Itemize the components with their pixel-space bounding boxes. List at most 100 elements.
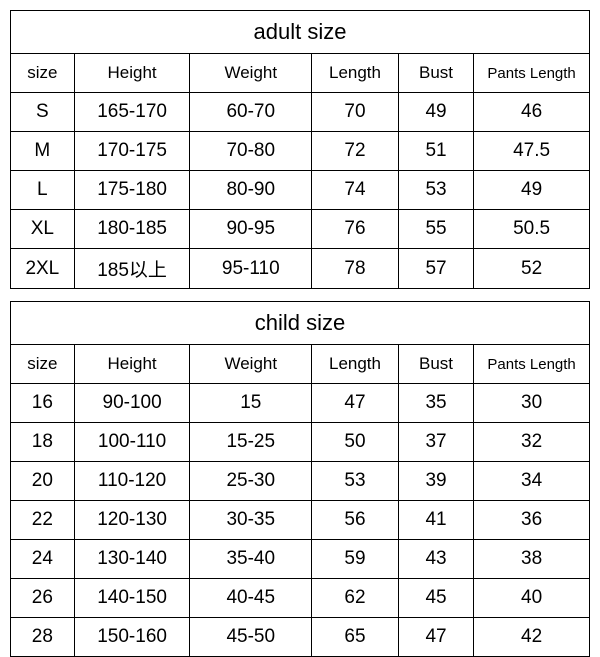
table-row: 20110-12025-30533934 xyxy=(11,462,590,501)
table-row: 2XL185以上95-110785752 xyxy=(11,249,590,289)
table-row: 28150-16045-50654742 xyxy=(11,618,590,657)
child-size-table: child size size Height Weight Length Bus… xyxy=(10,301,590,657)
adult-rows: S165-17060-70704946M170-17570-80725147.5… xyxy=(11,93,590,289)
table-cell: 100-110 xyxy=(74,423,190,462)
table-cell: 110-120 xyxy=(74,462,190,501)
col-header-weight: Weight xyxy=(190,345,312,384)
col-header-size: size xyxy=(11,345,75,384)
table-cell: 22 xyxy=(11,501,75,540)
table-cell: 2XL xyxy=(11,249,75,289)
table-row: 18100-11015-25503732 xyxy=(11,423,590,462)
table-cell: 90-95 xyxy=(190,210,312,249)
child-rows: 1690-1001547353018100-11015-255037322011… xyxy=(11,384,590,657)
table-row: 26140-15040-45624540 xyxy=(11,579,590,618)
table-cell: 15-25 xyxy=(190,423,312,462)
table-cell: 59 xyxy=(312,540,399,579)
table-cell: 70 xyxy=(312,93,399,132)
table-cell: 50 xyxy=(312,423,399,462)
table-cell: 90-100 xyxy=(74,384,190,423)
table-cell: 16 xyxy=(11,384,75,423)
adult-header-row: size Height Weight Length Bust Pants Len… xyxy=(11,54,590,93)
table-cell: 175-180 xyxy=(74,171,190,210)
col-header-pants: Pants Length xyxy=(474,345,590,384)
table-cell: 76 xyxy=(312,210,399,249)
table-cell: 32 xyxy=(474,423,590,462)
table-cell: L xyxy=(11,171,75,210)
table-row: 24130-14035-40594338 xyxy=(11,540,590,579)
table-cell: 20 xyxy=(11,462,75,501)
table-cell: 42 xyxy=(474,618,590,657)
table-cell: 40 xyxy=(474,579,590,618)
col-header-weight: Weight xyxy=(190,54,312,93)
table-cell: 39 xyxy=(398,462,473,501)
table-cell: 41 xyxy=(398,501,473,540)
table-cell: 35 xyxy=(398,384,473,423)
table-row: 1690-10015473530 xyxy=(11,384,590,423)
table-cell: 47.5 xyxy=(474,132,590,171)
table-cell: 25-30 xyxy=(190,462,312,501)
col-header-size: size xyxy=(11,54,75,93)
table-cell: 74 xyxy=(312,171,399,210)
table-row: S165-17060-70704946 xyxy=(11,93,590,132)
table-cell: M xyxy=(11,132,75,171)
child-header-row: size Height Weight Length Bust Pants Len… xyxy=(11,345,590,384)
table-cell: 56 xyxy=(312,501,399,540)
table-cell: 60-70 xyxy=(190,93,312,132)
table-cell: 37 xyxy=(398,423,473,462)
table-cell: 18 xyxy=(11,423,75,462)
table-row: 22120-13030-35564136 xyxy=(11,501,590,540)
col-header-bust: Bust xyxy=(398,345,473,384)
table-cell: 38 xyxy=(474,540,590,579)
table-cell: 62 xyxy=(312,579,399,618)
table-row: M170-17570-80725147.5 xyxy=(11,132,590,171)
table-cell: 180-185 xyxy=(74,210,190,249)
table-cell: 65 xyxy=(312,618,399,657)
table-cell: 150-160 xyxy=(74,618,190,657)
table-cell: 52 xyxy=(474,249,590,289)
table-cell: 165-170 xyxy=(74,93,190,132)
col-header-pants: Pants Length xyxy=(474,54,590,93)
child-table-title: child size xyxy=(11,302,590,345)
table-cell: 185以上 xyxy=(74,249,190,289)
table-cell: 15 xyxy=(190,384,312,423)
table-cell: 53 xyxy=(312,462,399,501)
table-cell: 130-140 xyxy=(74,540,190,579)
table-cell: 50.5 xyxy=(474,210,590,249)
table-row: XL180-18590-95765550.5 xyxy=(11,210,590,249)
col-header-length: Length xyxy=(312,54,399,93)
table-cell: 36 xyxy=(474,501,590,540)
table-cell: 80-90 xyxy=(190,171,312,210)
table-cell: 30 xyxy=(474,384,590,423)
table-cell: 53 xyxy=(398,171,473,210)
table-row: L175-18080-90745349 xyxy=(11,171,590,210)
table-cell: 28 xyxy=(11,618,75,657)
adult-table-title: adult size xyxy=(11,11,590,54)
col-header-height: Height xyxy=(74,345,190,384)
table-cell: 40-45 xyxy=(190,579,312,618)
col-header-length: Length xyxy=(312,345,399,384)
table-cell: 26 xyxy=(11,579,75,618)
table-cell: 140-150 xyxy=(74,579,190,618)
table-cell: 47 xyxy=(398,618,473,657)
table-cell: 24 xyxy=(11,540,75,579)
table-cell: 45 xyxy=(398,579,473,618)
col-header-height: Height xyxy=(74,54,190,93)
table-cell: 78 xyxy=(312,249,399,289)
table-cell: 30-35 xyxy=(190,501,312,540)
table-cell: 46 xyxy=(474,93,590,132)
table-cell: 49 xyxy=(474,171,590,210)
table-cell: 70-80 xyxy=(190,132,312,171)
table-cell: 120-130 xyxy=(74,501,190,540)
table-cell: 55 xyxy=(398,210,473,249)
table-cell: 35-40 xyxy=(190,540,312,579)
table-cell: 170-175 xyxy=(74,132,190,171)
table-cell: 47 xyxy=(312,384,399,423)
table-cell: 34 xyxy=(474,462,590,501)
table-cell: 43 xyxy=(398,540,473,579)
table-cell: 95-110 xyxy=(190,249,312,289)
table-cell: 49 xyxy=(398,93,473,132)
adult-size-table: adult size size Height Weight Length Bus… xyxy=(10,10,590,289)
table-cell: S xyxy=(11,93,75,132)
table-cell: 51 xyxy=(398,132,473,171)
table-cell: 72 xyxy=(312,132,399,171)
